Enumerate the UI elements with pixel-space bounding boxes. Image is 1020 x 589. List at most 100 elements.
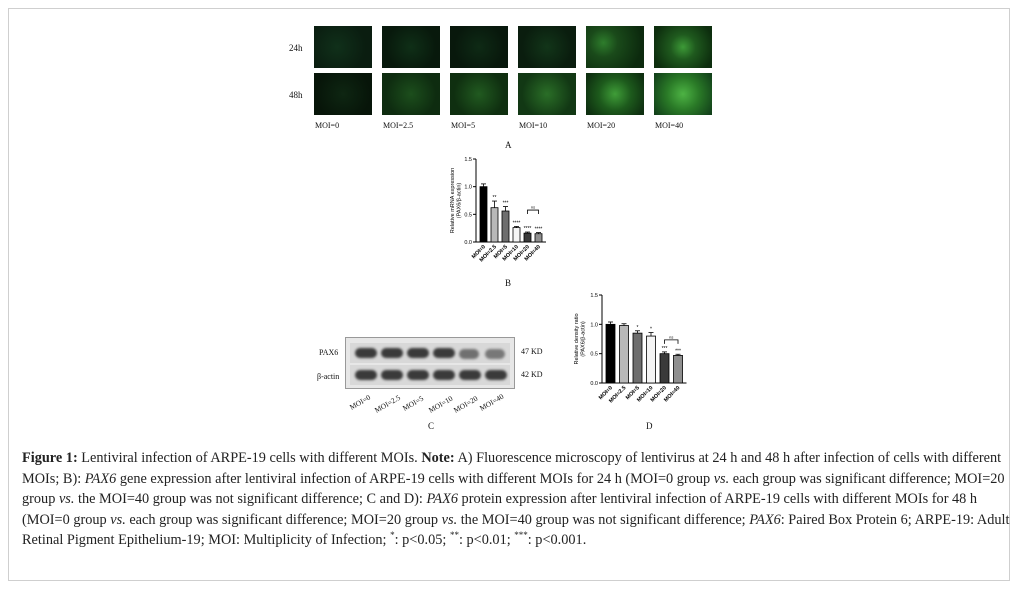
band xyxy=(459,370,481,380)
micrograph-24h-moi0 xyxy=(314,26,372,68)
moi-label: MOI=10 xyxy=(519,121,548,130)
blot-row-pax6 xyxy=(350,343,510,363)
moi-label: MOI=5 xyxy=(451,121,476,130)
significance-mark: **** xyxy=(524,226,532,232)
micrograph-48h-moi0 xyxy=(314,73,372,115)
kd-label-beta-actin: 42 KD xyxy=(521,370,543,379)
blot-label-pax6: PAX6 xyxy=(319,348,339,357)
panel-letter-d: D xyxy=(646,421,653,431)
blot-row-beta-actin xyxy=(350,365,510,385)
significance-mark: ** xyxy=(493,195,497,201)
caption-text: A) Fluorescence microscopy of lentivirus… xyxy=(22,450,1002,487)
y-tick-label: 0.5 xyxy=(464,212,472,218)
vs-text: vs. xyxy=(58,491,75,507)
caption-text: : Paired Box Protein 6; ARPE-19: Adult R… xyxy=(22,511,1010,549)
row-label-24h: 24h xyxy=(289,43,303,53)
vs-text: vs. xyxy=(110,511,126,528)
figure-frame xyxy=(8,8,1010,581)
vs-text: vs. xyxy=(441,511,458,528)
moi-label: MOI=2.5 xyxy=(383,121,414,130)
band xyxy=(355,370,377,380)
vs-text: vs. xyxy=(713,470,730,487)
panel-letter-b: B xyxy=(505,278,512,288)
band xyxy=(381,370,403,380)
micrograph-48h-moi5 xyxy=(450,73,508,115)
gene-name: PAX6 xyxy=(426,491,458,507)
y-tick-label: 1.5 xyxy=(590,293,598,299)
bar xyxy=(479,186,488,243)
moi-label: MOI=40 xyxy=(655,121,684,130)
western-blot xyxy=(345,337,515,389)
micrograph-48h-moi2.5 xyxy=(382,73,440,115)
bracket-label: ns xyxy=(531,205,535,210)
band xyxy=(407,370,429,380)
caption-text: : p<0.01; xyxy=(458,532,515,548)
significance-mark: **** xyxy=(535,227,543,233)
bar xyxy=(523,232,532,243)
y-axis-label: Relative density ratio xyxy=(574,313,580,364)
moi-label: MOI=0 xyxy=(315,121,340,130)
y-tick-label: 1.5 xyxy=(464,157,472,163)
significance-mark: * xyxy=(650,327,652,333)
chart-d: 0.0 0.5 1.0 1.5 Relative density ratio (PAX6/… xyxy=(574,293,687,404)
caption-text: gene expression after lentiviral infecti… xyxy=(116,470,714,487)
kd-label-pax6: 47 KD xyxy=(521,347,543,356)
significance-mark: * xyxy=(637,325,639,331)
bar xyxy=(534,233,543,243)
bar xyxy=(501,210,510,243)
significance-bracket xyxy=(664,339,679,344)
micrograph-48h-moi20 xyxy=(586,73,644,115)
significance-mark: *** xyxy=(675,348,681,354)
sig-star: ** xyxy=(449,530,459,541)
sig-star: *** xyxy=(514,530,528,541)
bar xyxy=(605,323,616,384)
y-tick-label: 0.0 xyxy=(464,240,472,246)
micrograph-24h-moi2.5 xyxy=(382,26,440,68)
micrograph-48h-moi40 xyxy=(654,73,712,115)
band xyxy=(433,370,455,380)
sig-star: * xyxy=(390,530,395,541)
micrograph-24h-moi20 xyxy=(586,26,644,68)
y-axis-label: (PAX6/β-actin) xyxy=(581,321,587,357)
panel-letter-c: C xyxy=(428,421,435,431)
caption-text: : p<0.05; xyxy=(394,532,450,548)
band xyxy=(355,348,377,358)
micrograph-24h-moi5 xyxy=(450,26,508,68)
bracket-label: ns xyxy=(669,334,673,339)
bar xyxy=(673,355,683,384)
band xyxy=(433,348,455,358)
figure-label: Figure 1: xyxy=(22,450,78,466)
micrograph-24h-moi40 xyxy=(654,26,712,68)
bar xyxy=(619,325,629,384)
gene-name: PAX6 xyxy=(84,470,117,487)
band xyxy=(407,348,429,358)
significance-mark: *** xyxy=(662,346,668,352)
y-tick-label: 0.0 xyxy=(590,381,598,387)
gene-name: PAX6 xyxy=(749,511,781,528)
caption-text: the MOI=40 group was not significant dif… xyxy=(74,491,427,507)
bar xyxy=(632,332,643,384)
significance-bracket xyxy=(527,209,539,215)
band xyxy=(485,349,505,359)
y-tick-label: 1.0 xyxy=(464,185,472,191)
caption-text: each group was significant difference; M… xyxy=(125,511,442,528)
row-label-48h: 48h xyxy=(289,90,303,100)
note-label: Note: xyxy=(421,450,455,466)
bar xyxy=(659,353,670,384)
caption-text: protein expression after lentiviral infe… xyxy=(22,491,978,528)
y-axis-label: (PAX6/β-actin) xyxy=(457,183,463,219)
band xyxy=(485,370,507,380)
blot-label-beta-actin: β-actin xyxy=(317,372,340,381)
micrograph-48h-moi10 xyxy=(518,73,576,115)
caption-text: each group was significant difference; M… xyxy=(22,470,1005,508)
figure-caption: Figure 1: Lentiviral infection of ARPE-1… xyxy=(22,448,1010,551)
y-tick-label: 1.0 xyxy=(590,322,598,328)
significance-mark: *** xyxy=(503,201,509,207)
caption-text: the MOI=40 group was not significant dif… xyxy=(457,511,750,528)
significance-mark: **** xyxy=(513,221,521,227)
panel-letter-a: A xyxy=(505,140,512,150)
bar xyxy=(512,227,521,243)
caption-text: : p<0.001. xyxy=(527,532,587,548)
chart-b: 0.0 0.5 1.0 1.5 Relative mRNA expression (PAX… xyxy=(450,157,546,263)
bar xyxy=(490,207,499,243)
